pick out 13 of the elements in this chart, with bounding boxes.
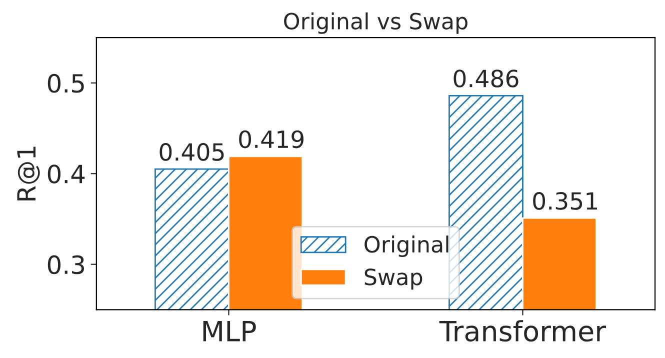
data-label: 0.486 — [454, 70, 518, 88]
y-axis-title: R@1 — [17, 146, 40, 200]
data-label: 0.405 — [160, 143, 224, 161]
chart-title: Original vs Swap — [284, 12, 468, 34]
data-label: 0.419 — [239, 130, 304, 148]
x-tick-label: Transformer — [439, 320, 606, 342]
legend-label: Swap — [364, 268, 422, 290]
y-tick-label: 0.5 — [48, 74, 84, 93]
y-tick-label: 0.4 — [48, 164, 85, 184]
y-tick-label: 0.3 — [48, 255, 84, 274]
legend-label: Original — [364, 236, 448, 258]
x-tick-label: MLP — [203, 320, 256, 342]
data-label: 0.351 — [533, 192, 597, 210]
